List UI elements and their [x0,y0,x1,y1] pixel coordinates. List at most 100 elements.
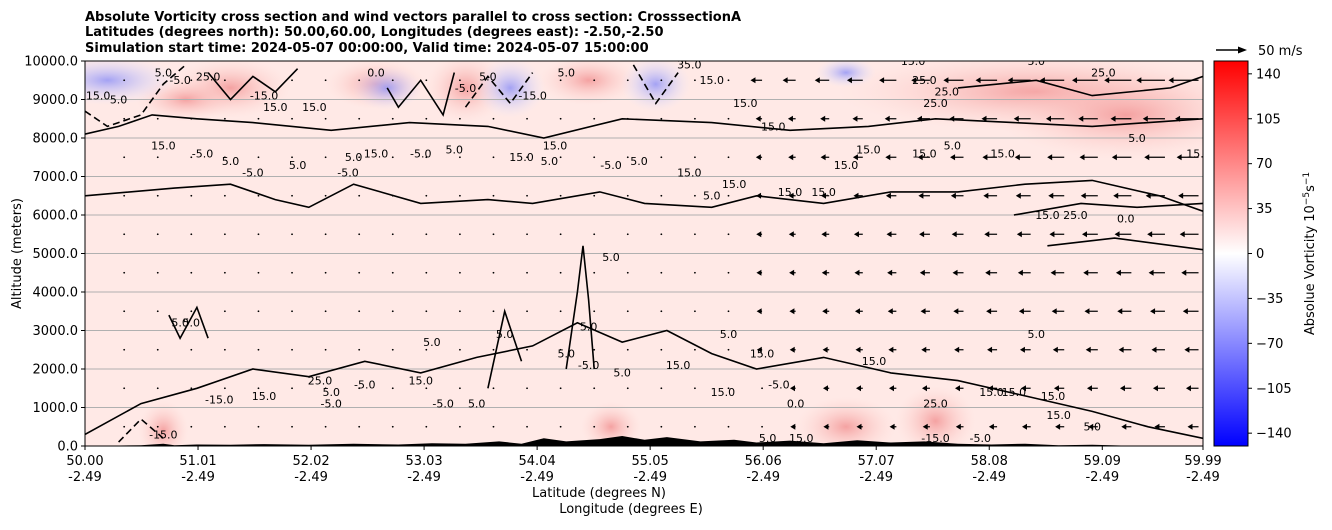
wind-vector-154 [626,271,629,274]
wind-vector-296 [1080,192,1098,199]
wind-vector-head [1113,192,1119,199]
wind-vector-164 [660,271,663,274]
wind-vector-252 [954,346,964,353]
wind-vector-194 [756,269,763,276]
wind-vector-head [885,192,891,199]
wind-vector-71 [358,387,361,390]
wind-vector-94 [425,271,428,274]
wind-vector-107 [459,156,461,159]
wind-vector-322 [1184,346,1199,353]
wind-vector-225 [853,231,863,238]
wind-vector-181 [727,387,730,390]
wind-vector-head [855,346,861,353]
wind-vector-head [1114,231,1120,238]
y-axis-label: Altitude (meters) [10,198,25,309]
wind-vector-83 [391,310,394,313]
quiver-key: 50 m/s [1216,44,1303,59]
wind-vector-head [755,154,761,161]
wind-vector-140 [593,425,596,428]
wind-vector-head [756,231,762,238]
contour-label-45: 5.0 [630,155,648,168]
wind-vector-263 [986,308,998,315]
wind-vector-head [920,308,926,315]
wind-vector-325 [1179,231,1199,238]
wind-vector-279 [1007,77,1031,84]
wind-vector-259 [943,77,964,84]
wind-vector-223 [854,308,863,315]
wind-vector-28 [190,117,193,120]
wind-vector-207 [788,154,796,161]
wind-vector-272 [1019,346,1031,353]
wind-vector-11 [156,387,159,390]
x-tick-label-lat-6: 56.06 [745,454,782,469]
wind-vector-266 [983,192,998,199]
wind-vector-163 [660,310,663,313]
wind-vector-10 [156,425,159,428]
wind-vector-9 [123,79,126,82]
wind-vector-head [756,308,762,315]
wind-vector-213 [822,308,830,315]
x-tick-label-lon-8: -2.49 [972,470,1006,485]
wind-vector-head [1142,115,1148,122]
contour-label-90: -5.0 [970,432,991,445]
wind-vector-head [1014,154,1020,161]
wind-vector-92 [425,348,428,351]
wind-vector-174 [694,271,696,274]
wind-vector-head [756,346,762,353]
wind-vector-145 [593,233,596,236]
vorticity-positive-region-4 [995,69,1203,160]
wind-vector-head [951,231,957,238]
wind-vector-134 [559,271,562,274]
contour-label-6: 15.0 [263,101,288,114]
contour-line-6 [565,245,595,370]
y-tick-label-4: 4000.0 [33,286,79,301]
wind-vector-head [1084,308,1090,315]
wind-vector-90 [425,425,428,428]
wind-vector-7 [123,156,126,159]
wind-vector-head [782,77,788,84]
wind-vector-head [755,115,761,122]
contour-label-21: 25.0 [1091,66,1116,79]
vorticity-positive-region-10 [580,401,641,446]
wind-vector-head [750,77,756,84]
wind-vector-head [888,385,894,392]
contour-label-87: -15.0 [921,432,949,445]
wind-vector-242 [921,346,930,353]
wind-vector-304 [1115,269,1132,276]
wind-vector-298 [1078,115,1098,122]
contour-label-22: 15.0 [761,120,786,133]
wind-vector-209 [782,77,796,84]
wind-vector-161 [660,387,663,390]
wind-vector-290 [1088,423,1098,430]
contour-label-55: 5.0 [171,317,189,330]
wind-vector-13 [156,310,159,313]
wind-vector-212 [822,346,830,353]
wind-vector-27 [190,156,193,159]
wind-vector-head [955,423,961,430]
plot-area: -15.0 5.05.0-5.0 25.0-15.015.0 15.00.0-5.05… [24,55,1221,486]
wind-vector-240 [922,423,930,430]
wind-vector-51 [291,387,293,390]
wind-vector-53 [291,310,293,313]
wind-vector-79 [358,79,361,82]
wind-vector-231 [888,385,897,392]
terrain-silhouette [85,436,1203,446]
wind-vector-178 [694,117,696,120]
wind-vector-head [853,192,859,199]
wind-vector-111 [492,387,495,390]
vorticity-positive-region-6 [796,396,896,446]
wind-vector-head [921,385,927,392]
vorticity-contours [85,64,1203,443]
wind-vector-35 [223,233,226,236]
wind-vector-106 [459,194,461,197]
contour-label-83: 15.0 [1002,386,1027,399]
contour-label-35: 5.0 [289,159,307,172]
wind-vector-281 [1053,385,1065,392]
wind-vector-60 [324,425,327,428]
wind-vector-313 [1150,308,1165,315]
x-tick-label-lat-7: 57.07 [858,454,895,469]
wind-vector-150 [626,425,629,428]
wind-vector-99 [425,79,428,82]
x-tick-label-lon-1: -2.49 [181,470,215,485]
